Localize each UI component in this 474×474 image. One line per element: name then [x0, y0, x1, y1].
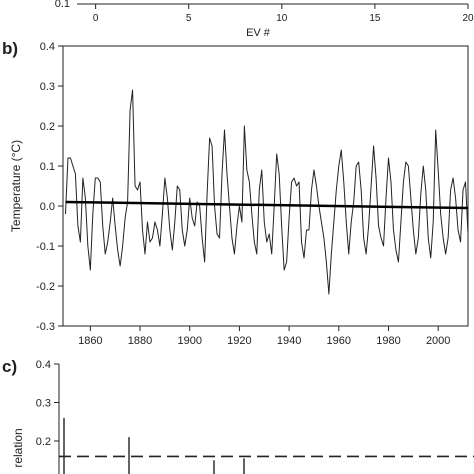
panel-b-y-tick-label: 0.1 [40, 161, 55, 173]
panel-b-x-tick-label: 1860 [78, 335, 102, 347]
panel-b-x-tick-label: 1900 [177, 335, 201, 347]
panel-c-series [59, 417, 474, 474]
panel-b-y-ticks: -0.3 -0.2 -0.1 0.0 0.1 0.2 0.3 0.4 [36, 41, 63, 333]
panel-a-x-tick-label: 20 [462, 13, 474, 24]
panel-b-x-tick-label: 1920 [227, 335, 251, 347]
panel-c-y-tick-label: 0.3 [36, 398, 51, 410]
panel-a-x-tick-label: 15 [369, 13, 381, 24]
temperature-series-line [64, 89, 469, 295]
panel-a-x-axis-label: EV # [246, 27, 271, 39]
panel-c-y-tick-label: 0.2 [36, 436, 51, 448]
panel-b-x-tick-label: 1880 [128, 335, 152, 347]
trend-line [65, 200, 469, 210]
panel-a-x-tick-label: 10 [276, 13, 288, 24]
panel-a-x-ticks: 0 5 10 15 20 [93, 4, 474, 24]
panel-b-y-tick-label: 0.2 [40, 121, 55, 133]
panel-c: c) 0.2 0.3 0.4 relation [2, 357, 474, 474]
panel-c-y-tick-label: 0.4 [36, 359, 51, 371]
panel-b-series [64, 89, 469, 295]
panel-c-label: c) [2, 357, 17, 376]
panel-b-y-tick-label: 0.0 [40, 201, 55, 213]
panel-b-y-tick-label: -0.3 [36, 321, 55, 333]
panel-c-y-axis-label: relation [11, 428, 25, 467]
panel-a-x-tick-label: 5 [186, 13, 192, 24]
panel-b-y-tick-label: 0.3 [40, 81, 55, 93]
panel-b-plot-frame [62, 45, 469, 327]
panel-b-y-tick-label: -0.2 [36, 281, 55, 293]
panel-b-x-tick-label: 1960 [327, 335, 351, 347]
panel-b: b) -0.3-0.2-0.10.00.10.20.30.4 1860 1880 1… [2, 39, 469, 347]
panel-a-x-tick-label: 0 [93, 13, 99, 24]
panel-a-y-tick-label: 0.1 [55, 0, 70, 10]
panel-b-x-ticks: 1860 1880 1900 1920 1940 1960 1980 2000 [78, 326, 450, 347]
panel-b-x-tick-label: 1980 [376, 335, 400, 347]
panel-b-y-axis-label: Temperature (°C) [9, 140, 23, 232]
panel-b-y-tick-label: 0.4 [40, 41, 55, 53]
panel-a: 0.1 0 5 10 15 20 EV # [55, 0, 474, 39]
panel-b-y-tick-label: -0.1 [36, 241, 55, 253]
panel-b-label: b) [2, 39, 18, 58]
panel-b-x-tick-label: 1940 [277, 335, 301, 347]
panel-c-y-ticks: 0.2 0.3 0.4 [36, 359, 59, 448]
panel-b-x-tick-label: 2000 [426, 335, 450, 347]
